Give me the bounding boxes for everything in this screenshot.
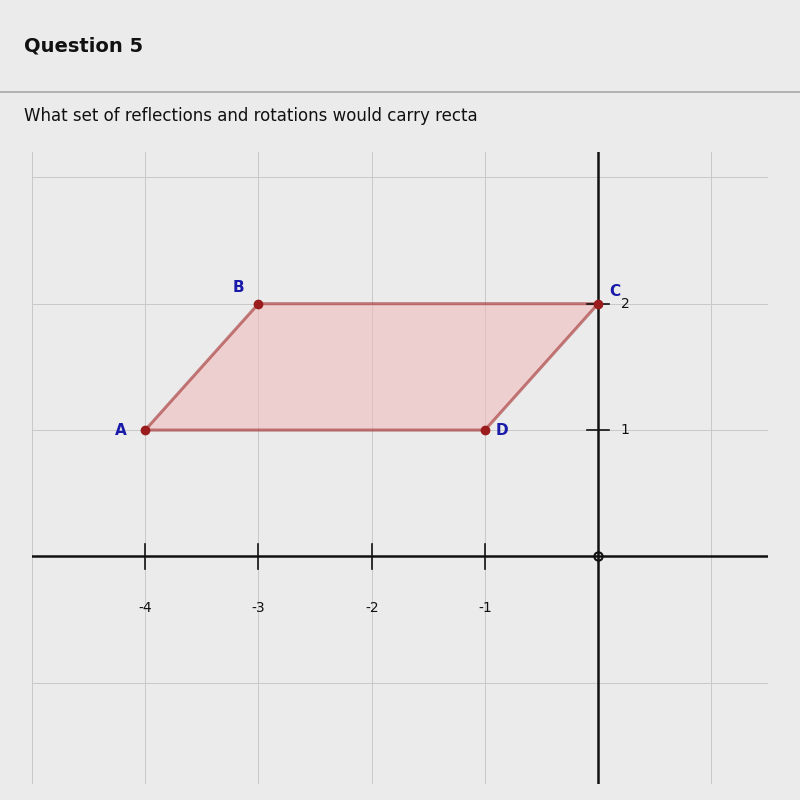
Text: C: C (610, 283, 621, 298)
Text: D: D (495, 422, 508, 438)
Text: -3: -3 (252, 601, 266, 614)
Text: What set of reflections and rotations would carry recta: What set of reflections and rotations wo… (24, 107, 478, 125)
Polygon shape (146, 304, 598, 430)
Text: -4: -4 (138, 601, 152, 614)
Text: -2: -2 (365, 601, 378, 614)
Text: B: B (232, 280, 244, 294)
Text: -1: -1 (478, 601, 492, 614)
Text: 1: 1 (621, 423, 630, 437)
Text: 2: 2 (621, 297, 630, 310)
Text: Question 5: Question 5 (24, 37, 143, 55)
Text: A: A (114, 422, 126, 438)
